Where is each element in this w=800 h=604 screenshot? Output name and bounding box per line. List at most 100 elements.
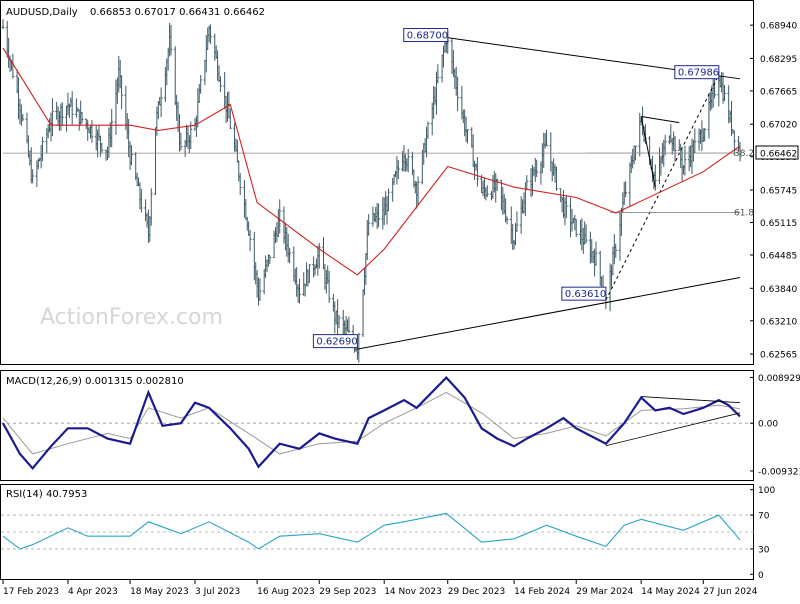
moving-average <box>2 47 741 276</box>
price-bar <box>357 333 361 363</box>
price-bar <box>258 278 262 301</box>
price-bar <box>614 243 618 258</box>
price-bar <box>545 129 548 147</box>
price-bar <box>317 242 321 269</box>
price-annotation: 0.63610 <box>565 289 606 300</box>
price-title: AUDUSD,Daily <box>6 7 78 18</box>
price-bar <box>70 91 74 125</box>
price-bar <box>663 134 667 156</box>
price-annotation-box <box>312 334 358 349</box>
price-bar <box>80 112 84 124</box>
price-bar <box>159 87 163 118</box>
price-bar <box>515 211 519 232</box>
price-bar <box>396 160 400 179</box>
price-bar <box>169 25 173 56</box>
price-bar <box>154 127 157 195</box>
macd-title: MACD(12,26,9) 0.001315 0.002810 <box>6 376 184 387</box>
macd-tick-label: 0.00 <box>758 420 778 430</box>
price-bars <box>1 19 742 363</box>
price-tick-label: 0.67020 <box>760 121 797 131</box>
macd-line <box>2 376 741 470</box>
date-tick-label: 4 Apr 2023 <box>68 587 118 597</box>
price-tick-label: 0.63210 <box>760 317 797 327</box>
flag-line <box>640 116 656 188</box>
macd-tick-label: -0.009321 <box>758 467 800 477</box>
price-labels: 0.68700 0.67986 0.62690 0.63610 38.2 61.8 <box>312 28 754 349</box>
price-bar <box>219 76 222 93</box>
price-tick-label: 0.63840 <box>760 285 797 295</box>
date-tick-label: 14 Nov 2023 <box>384 587 442 597</box>
price-bar <box>436 64 440 84</box>
price-axis: 0.689400.682950.676650.670200.663900.657… <box>750 22 799 361</box>
price-bar <box>426 121 430 139</box>
macd-trend-line <box>641 396 741 404</box>
ohlc-values: 0.66853 0.67017 0.66431 0.66462 <box>90 7 265 18</box>
price-bar <box>485 185 489 198</box>
price-bar <box>732 130 736 156</box>
price-bar <box>248 229 252 252</box>
price-annotation: 0.67986 <box>678 68 719 79</box>
price-tick-label: 0.68940 <box>760 22 797 32</box>
rsi-tick-label: 0 <box>758 571 764 581</box>
price-bar <box>120 75 123 110</box>
macd-tick-label: 0.008929 <box>758 374 800 384</box>
macd-signal-line <box>2 391 741 455</box>
price-bar <box>298 278 301 304</box>
price-bar <box>199 75 203 94</box>
price-annotation-box <box>674 65 720 80</box>
price-bar <box>110 108 114 148</box>
price-bar <box>307 264 311 283</box>
price-bar <box>535 159 539 178</box>
price-bar <box>475 157 479 187</box>
price-bar <box>624 181 628 198</box>
price-bar <box>288 247 292 264</box>
macd-axis: 0.008929 0.00 -0.009321 <box>750 374 800 477</box>
price-bar <box>574 218 578 238</box>
price-bar <box>179 132 183 151</box>
price-bar <box>130 145 133 166</box>
price-bar <box>693 128 697 154</box>
rsi-title: RSI(14) 40.7953 <box>6 489 87 500</box>
macd-panel <box>0 370 754 481</box>
price-bar <box>738 142 742 162</box>
price-bar <box>31 169 35 184</box>
price-bar <box>100 143 104 153</box>
price-bar <box>505 216 509 225</box>
price-bar <box>584 224 588 244</box>
price-bar <box>21 113 25 122</box>
price-bar <box>367 214 371 236</box>
price-bar <box>60 102 64 126</box>
price-bar <box>456 76 460 112</box>
price-tick-label: 0.65115 <box>760 219 797 229</box>
price-bar <box>713 78 716 99</box>
price-bar <box>361 289 365 337</box>
price-bar <box>564 194 568 219</box>
price-bar <box>327 271 331 303</box>
price-bar <box>495 178 499 191</box>
last-price-label: 0.66462 <box>760 150 797 160</box>
price-bar <box>594 241 598 266</box>
price-bar <box>387 188 390 212</box>
date-tick-label: 14 May 2024 <box>641 587 700 597</box>
price-bar <box>377 203 380 228</box>
rsi-axis: 100 70 30 0 <box>750 486 775 581</box>
rsi-tick-label: 30 <box>758 545 770 555</box>
watermark: ActionForex.com <box>40 305 223 330</box>
rsi-tick-label: 70 <box>758 512 770 522</box>
price-bar <box>683 145 687 176</box>
price-bar <box>139 188 143 213</box>
price-bar <box>41 136 44 162</box>
price-bar <box>703 127 707 142</box>
flag-line <box>641 115 680 124</box>
price-panel <box>0 0 754 365</box>
macd-trend-line <box>605 412 741 447</box>
date-axis: 17 Feb 2023 4 Apr 2023 18 May 2023 3 Jul 20… <box>2 580 758 597</box>
date-tick-label: 3 Jul 2023 <box>195 587 240 597</box>
date-tick-label: 29 Mar 2024 <box>576 587 633 597</box>
moving-average-line <box>2 47 741 276</box>
date-tick-label: 18 May 2023 <box>130 587 189 597</box>
price-bar <box>228 108 232 130</box>
price-bar <box>1 19 5 30</box>
